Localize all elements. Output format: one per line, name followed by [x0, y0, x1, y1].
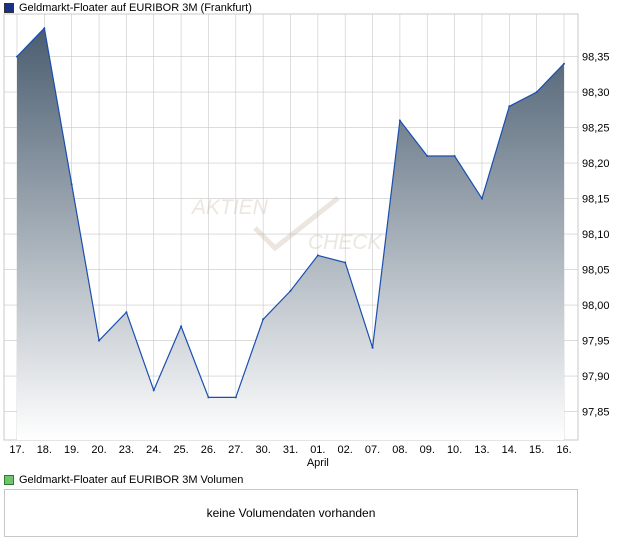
x-tick-label: 13.: [474, 444, 489, 456]
price-legend-label: Geldmarkt-Floater auf EURIBOR 3M (Frankf…: [19, 2, 252, 14]
x-tick-label: 10.: [447, 444, 462, 456]
x-tick-label: 30.: [256, 444, 271, 456]
price-area: [17, 28, 564, 440]
watermark-check-icon: [253, 196, 340, 252]
data-point: [453, 155, 456, 157]
watermark-line2: CHECK: [308, 231, 383, 254]
price-legend: Geldmarkt-Floater auf EURIBOR 3M (Frankf…: [4, 2, 252, 14]
data-point: [535, 91, 538, 94]
x-tick-label: 24.: [146, 444, 161, 456]
x-tick-label: 18.: [37, 444, 52, 456]
data-point: [152, 389, 155, 392]
y-tick-label: 98,10: [582, 229, 610, 241]
data-point: [70, 183, 73, 186]
x-tick-label: 26.: [201, 444, 216, 456]
x-tick-label: 27.: [228, 444, 243, 456]
price-legend-swatch: [4, 3, 14, 13]
data-point: [344, 261, 347, 264]
data-point: [508, 105, 511, 108]
y-tick-label: 98,25: [582, 123, 610, 135]
y-tick-label: 98,05: [582, 265, 610, 277]
x-tick-label: 31.: [283, 444, 298, 456]
data-point: [234, 396, 237, 399]
watermark-logo: AKTIEN CHECK: [190, 196, 383, 254]
x-tick-label: 01.: [310, 444, 325, 456]
x-tick-label: 08.: [392, 444, 407, 456]
x-tick-label: 25.: [173, 444, 188, 456]
y-tick-label: 98,20: [582, 158, 610, 170]
data-point: [16, 55, 18, 58]
x-tick-label: 09.: [420, 444, 435, 456]
y-tick-label: 97,90: [582, 371, 610, 383]
x-tick-label: 15.: [529, 444, 544, 456]
y-tick-label: 98,30: [582, 87, 610, 99]
x-tick-label: 17.: [9, 444, 24, 456]
volume-legend-label: Geldmarkt-Floater auf EURIBOR 3M Volumen: [19, 474, 244, 486]
y-tick-label: 97,85: [582, 407, 610, 419]
x-tick-label: 07.: [365, 444, 380, 456]
volume-panel: keine Volumendaten vorhanden: [4, 489, 578, 537]
data-point: [207, 396, 210, 399]
x-tick-label: 19.: [64, 444, 79, 456]
y-tick-label: 98,15: [582, 194, 610, 206]
data-point: [43, 27, 46, 30]
x-axis: 17. 18. 19. 20. 23. 24. 25. 26. 27. 30. 31. 01. 02. 0…: [9, 444, 571, 469]
x-tick-label: 02.: [338, 444, 353, 456]
data-point: [371, 346, 374, 349]
y-tick-label: 97,95: [582, 336, 610, 348]
data-point: [289, 289, 292, 292]
y-axis: 98,35 98,30 98,25 98,20 98,15 98,10 98,05 98,00…: [582, 52, 610, 419]
x-tick-label: 16.: [556, 444, 571, 456]
data-point: [180, 325, 183, 328]
data-point: [316, 254, 319, 257]
x-month-label: April: [307, 457, 329, 469]
x-tick-label: 23.: [119, 444, 134, 456]
volume-legend: Geldmarkt-Floater auf EURIBOR 3M Volumen: [4, 474, 243, 486]
volume-empty-message: keine Volumendaten vorhanden: [206, 506, 376, 520]
data-point: [426, 155, 429, 157]
volume-legend-swatch: [4, 475, 14, 485]
data-point: [398, 119, 401, 122]
data-point: [563, 62, 565, 65]
data-point: [480, 197, 483, 200]
y-tick-label: 98,00: [582, 300, 610, 312]
data-point: [262, 318, 265, 321]
x-tick-label: 20.: [91, 444, 106, 456]
data-point: [125, 311, 128, 314]
watermark-line1: AKTIEN: [190, 196, 269, 219]
x-tick-label: 14.: [502, 444, 517, 456]
data-point: [98, 339, 101, 342]
y-tick-label: 98,35: [582, 52, 610, 64]
